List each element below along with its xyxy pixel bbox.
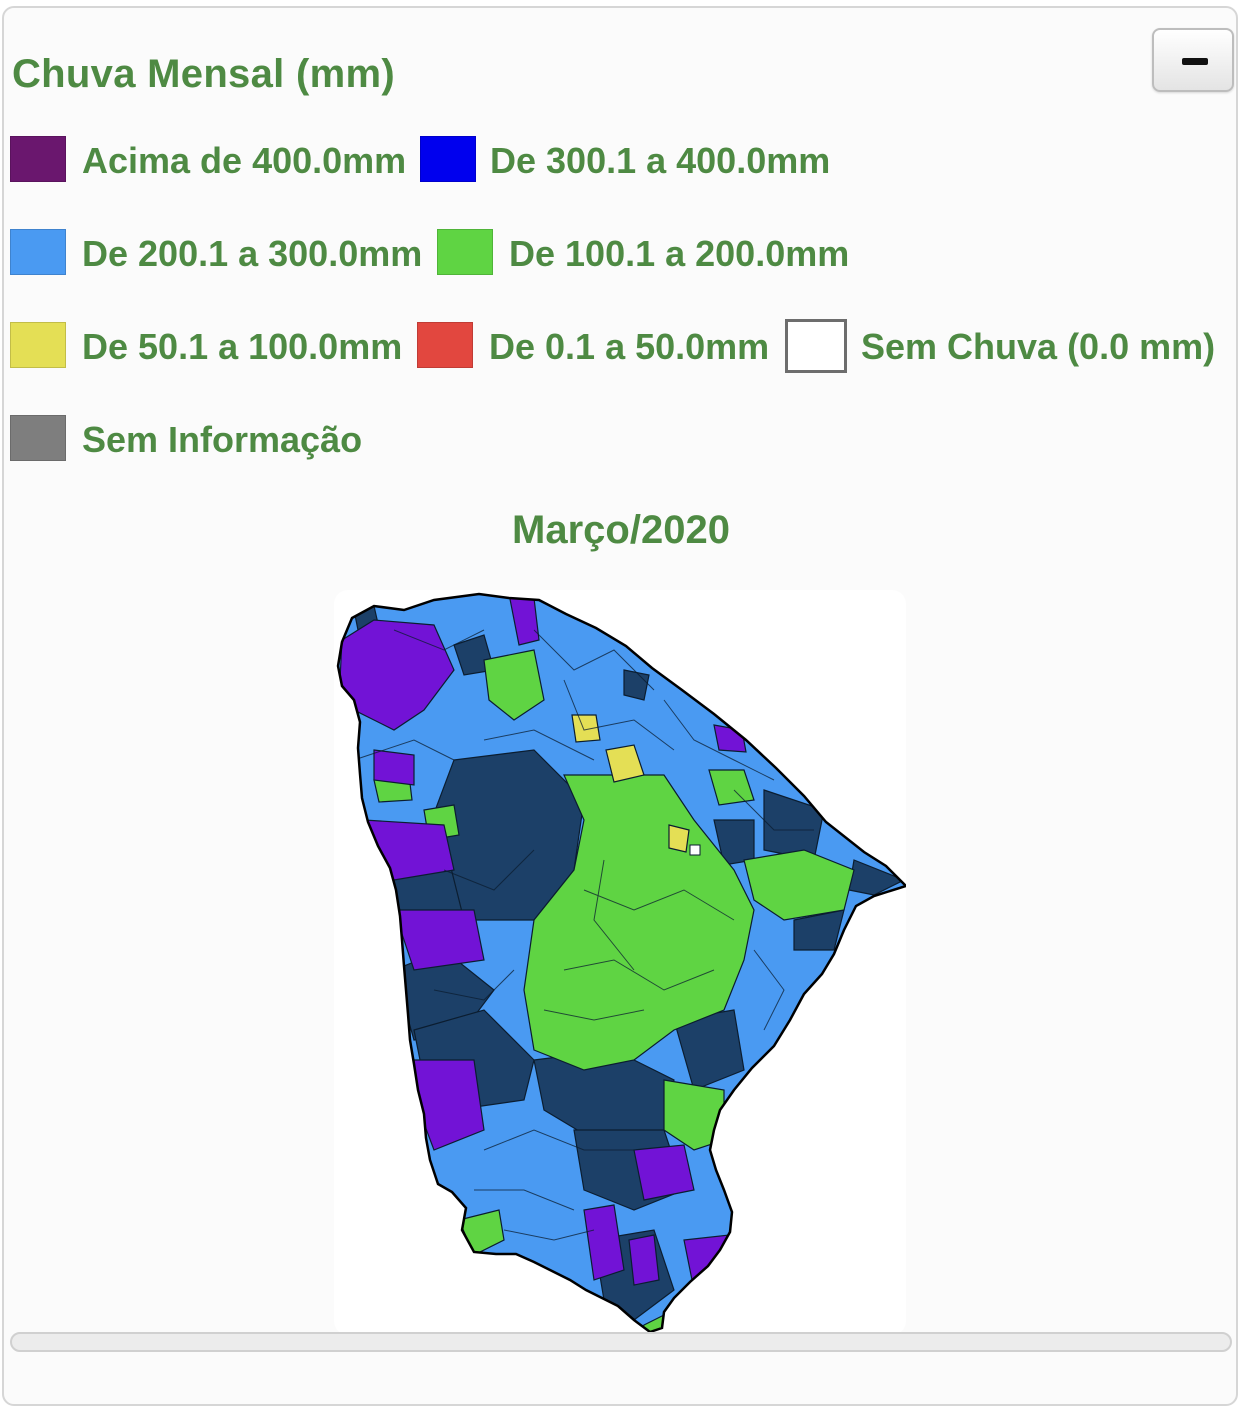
map-region-cariri-purple-2 xyxy=(633,1144,695,1201)
municipality-borders xyxy=(353,629,814,1241)
map-region-cariri-purple-1 xyxy=(583,1204,625,1281)
map-region-ibiapaba-south xyxy=(393,909,485,971)
legend-swatch xyxy=(785,319,847,373)
map-title: Março/2020 xyxy=(512,508,730,552)
map-region-yellow-3 xyxy=(668,824,690,853)
legend-swatch xyxy=(10,415,66,461)
legend-swatch xyxy=(420,136,476,182)
map-svg xyxy=(336,592,906,1334)
map-region-no-rain xyxy=(689,844,701,856)
legend-label: De 100.1 a 200.0mm xyxy=(509,233,850,274)
legend-swatch xyxy=(10,229,66,275)
map-region-coast-green xyxy=(708,769,755,806)
legend-label: De 0.1 a 50.0mm xyxy=(489,326,770,367)
legend-label: Sem Informação xyxy=(82,419,363,460)
map-region-east-coast-purple xyxy=(713,724,747,753)
ceara-rainfall-map[interactable] xyxy=(334,590,906,1335)
legend-label: Acima de 400.0mm xyxy=(82,140,407,181)
minus-icon xyxy=(1182,58,1208,65)
map-region-yellow-2 xyxy=(605,744,645,783)
legend-label: Sem Chuva (0.0 mm) xyxy=(861,326,1216,367)
map-region-north-green xyxy=(483,649,545,721)
legend-swatch xyxy=(437,229,493,275)
legend-swatch xyxy=(417,322,473,368)
legend-label: De 50.1 a 100.0mm xyxy=(82,326,403,367)
map-region-east-green xyxy=(743,849,855,921)
map-region-nw-purple xyxy=(373,749,415,786)
legend-swatch xyxy=(10,136,66,182)
map-region-east xyxy=(763,789,825,861)
legend-swatch xyxy=(10,322,66,368)
panel-title: Chuva Mensal (mm) xyxy=(12,52,395,96)
legend-label: De 300.1 a 400.0mm xyxy=(490,140,831,181)
map-region-cariri-purple-4 xyxy=(628,1234,660,1286)
map-region-jaguaribe-green xyxy=(663,1079,725,1151)
collapse-button[interactable] xyxy=(1152,28,1234,92)
map-region-yellow-1 xyxy=(571,714,601,743)
legend-label: De 200.1 a 300.0mm xyxy=(82,233,423,274)
bottom-panel-edge xyxy=(10,1332,1232,1352)
map-region-ibiapaba-central xyxy=(363,819,455,881)
map-region-north-coast xyxy=(623,669,650,701)
